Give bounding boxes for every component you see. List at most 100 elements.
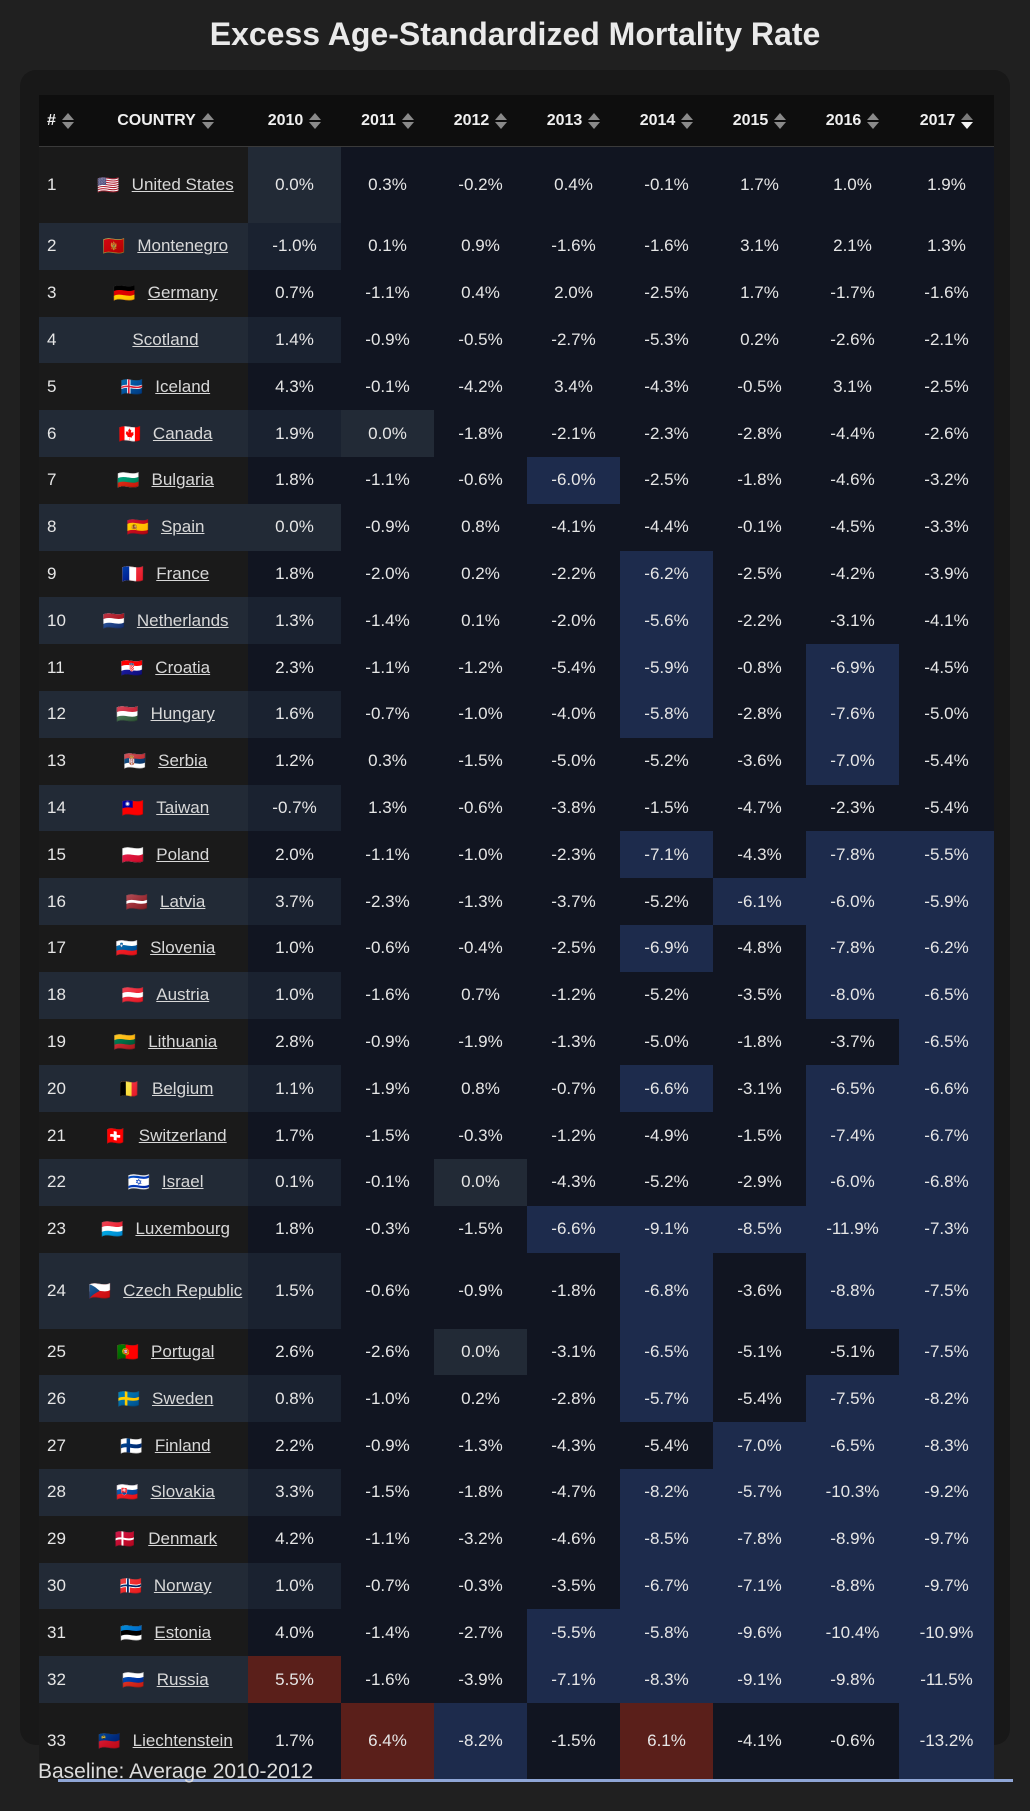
country-link[interactable]: Poland xyxy=(156,844,210,864)
country-link[interactable]: Czech Republic xyxy=(123,1280,243,1300)
table-row: 3 🇩🇪 Germany 0.7% -1.1% 0.4% 2.0% -2.5% 1.7% -1.7… xyxy=(39,269,994,317)
table-row: 14 🇹🇼 Taiwan -0.7% 1.3% -0.6% -3.8% -1.5% -4.7% -… xyxy=(39,784,994,832)
value-cell-2011: -0.3% xyxy=(341,1205,434,1253)
country-link[interactable]: Germany xyxy=(147,283,218,303)
table-row: 19 🇱🇹 Lithuania 2.8% -0.9% -1.9% -1.3% -5.0% -1.… xyxy=(39,1018,994,1066)
year-header-2013[interactable]: 2013 xyxy=(527,95,620,147)
country-cell: 🇱🇹 Lithuania xyxy=(83,1018,248,1066)
value-cell-2014: -5.2% xyxy=(620,1158,713,1206)
year-header-2017[interactable]: 2017 xyxy=(899,95,994,147)
country-link[interactable]: Hungary xyxy=(150,704,215,724)
value-cell-2015: -5.4% xyxy=(713,1375,806,1423)
year-header-label: 2014 xyxy=(639,111,676,129)
country-link[interactable]: Scotland xyxy=(132,330,199,350)
year-header-2015[interactable]: 2015 xyxy=(713,95,806,147)
year-header-2012[interactable]: 2012 xyxy=(434,95,527,147)
rank-cell: 16 xyxy=(39,878,83,925)
rank-cell: 1 xyxy=(39,146,83,223)
value-cell-2017: -5.0% xyxy=(899,690,994,738)
country-link[interactable]: Norway xyxy=(153,1575,212,1595)
rank-cell: 14 xyxy=(39,784,83,832)
country-link[interactable]: Canada xyxy=(152,423,213,443)
country-link[interactable]: Liechtenstein xyxy=(132,1730,233,1750)
value-cell-2015: -7.1% xyxy=(713,1562,806,1610)
year-header-label: 2017 xyxy=(919,111,956,129)
country-link[interactable]: France xyxy=(156,563,210,583)
year-header-2011[interactable]: 2011 xyxy=(341,95,434,147)
value-cell-2013: -1.5% xyxy=(527,1702,620,1779)
flag-icon: 🇷🇸 xyxy=(123,751,147,772)
year-header-2016[interactable]: 2016 xyxy=(806,95,899,147)
value-cell-2011: -2.0% xyxy=(341,550,434,598)
country-link[interactable]: Montenegro xyxy=(137,236,229,256)
sort-icon xyxy=(309,112,322,129)
country-link[interactable]: Finland xyxy=(154,1435,211,1455)
value-cell-2017: -1.6% xyxy=(899,269,994,317)
table-row: 9 🇫🇷 France 1.8% -2.0% 0.2% -2.2% -6.2% -2.5% -4.… xyxy=(39,550,994,598)
country-cell: 🇸🇰 Slovakia xyxy=(83,1468,248,1516)
country-link[interactable]: Taiwan xyxy=(156,797,210,817)
value-cell-2015: -3.6% xyxy=(713,737,806,785)
country-link[interactable]: Bulgaria xyxy=(151,470,214,490)
country-link[interactable]: Sweden xyxy=(151,1388,214,1408)
value-cell-2014: -6.8% xyxy=(620,1252,713,1329)
country-link[interactable]: Croatia xyxy=(155,657,211,677)
country-link[interactable]: Estonia xyxy=(154,1622,212,1642)
flag-icon: 🇵🇱 xyxy=(121,844,145,865)
year-header-2014[interactable]: 2014 xyxy=(620,95,713,147)
value-cell-2010: -0.7% xyxy=(248,784,341,832)
value-cell-2015: -7.0% xyxy=(713,1422,806,1469)
country-link[interactable]: Switzerland xyxy=(138,1125,227,1145)
rank-cell: 31 xyxy=(39,1609,83,1657)
country-link[interactable]: Serbia xyxy=(158,751,208,771)
country-link[interactable]: Latvia xyxy=(160,891,206,911)
sort-icon xyxy=(681,112,694,129)
country-header[interactable]: COUNTRY xyxy=(83,95,248,147)
country-cell: 🇱🇮 Liechtenstein xyxy=(83,1702,248,1779)
country-link[interactable]: Portugal xyxy=(151,1341,215,1361)
value-cell-2016: -9.8% xyxy=(806,1656,899,1703)
country-link[interactable]: Lithuania xyxy=(148,1031,218,1051)
country-link[interactable]: Belgium xyxy=(152,1078,214,1098)
value-cell-2015: 1.7% xyxy=(713,269,806,317)
value-cell-2011: -0.9% xyxy=(341,503,434,551)
value-cell-2014: -5.3% xyxy=(620,316,713,364)
table-row: 6 🇨🇦 Canada 1.9% 0.0% -1.8% -2.1% -2.3% -2.8% -4.… xyxy=(39,410,994,457)
value-cell-2010: 0.1% xyxy=(248,1158,341,1206)
value-cell-2013: -1.6% xyxy=(527,223,620,270)
country-link[interactable]: Spain xyxy=(160,517,205,537)
value-cell-2010: 1.9% xyxy=(248,410,341,457)
country-link[interactable]: Iceland xyxy=(155,376,211,396)
value-cell-2017: -5.5% xyxy=(899,831,994,879)
flag-icon: 🇱🇹 xyxy=(113,1031,137,1052)
country-cell: 🇨🇦 Canada xyxy=(83,410,248,457)
value-cell-2017: -9.7% xyxy=(899,1515,994,1563)
value-cell-2017: -5.9% xyxy=(899,878,994,925)
value-cell-2014: -1.6% xyxy=(620,223,713,270)
value-cell-2017: -3.2% xyxy=(899,456,994,504)
value-cell-2017: -4.1% xyxy=(899,597,994,645)
table-row: 25 🇵🇹 Portugal 2.6% -2.6% 0.0% -3.1% -6.5% -5.1%… xyxy=(39,1328,994,1376)
table-row: 15 🇵🇱 Poland 2.0% -1.1% -1.0% -2.3% -7.1% -4.3% -… xyxy=(39,831,994,879)
country-cell: 🇮🇱 Israel xyxy=(83,1158,248,1206)
country-link[interactable]: United States xyxy=(131,174,234,194)
country-link[interactable]: Denmark xyxy=(148,1529,218,1549)
value-cell-2013: -1.2% xyxy=(527,971,620,1019)
flag-icon: 🇧🇬 xyxy=(117,470,140,491)
value-cell-2010: 4.2% xyxy=(248,1515,341,1563)
country-link[interactable]: Austria xyxy=(156,985,210,1005)
country-link[interactable]: Slovakia xyxy=(150,1482,215,1502)
rank-header[interactable]: # xyxy=(39,95,83,147)
value-cell-2010: -1.0% xyxy=(248,223,341,270)
country-link[interactable]: Israel xyxy=(161,1172,204,1192)
value-cell-2011: -0.1% xyxy=(341,1158,434,1206)
country-link[interactable]: Russia xyxy=(156,1669,209,1689)
value-cell-2014: -6.7% xyxy=(620,1562,713,1610)
country-link[interactable]: Luxembourg xyxy=(135,1219,230,1239)
value-cell-2016: -6.0% xyxy=(806,878,899,925)
year-header-2010[interactable]: 2010 xyxy=(248,95,341,147)
country-link[interactable]: Netherlands xyxy=(136,610,229,630)
table-row: 28 🇸🇰 Slovakia 3.3% -1.5% -1.8% -4.7% -8.2% -5.7… xyxy=(39,1468,994,1516)
country-link[interactable]: Slovenia xyxy=(150,938,216,958)
value-cell-2011: -0.9% xyxy=(341,1018,434,1066)
